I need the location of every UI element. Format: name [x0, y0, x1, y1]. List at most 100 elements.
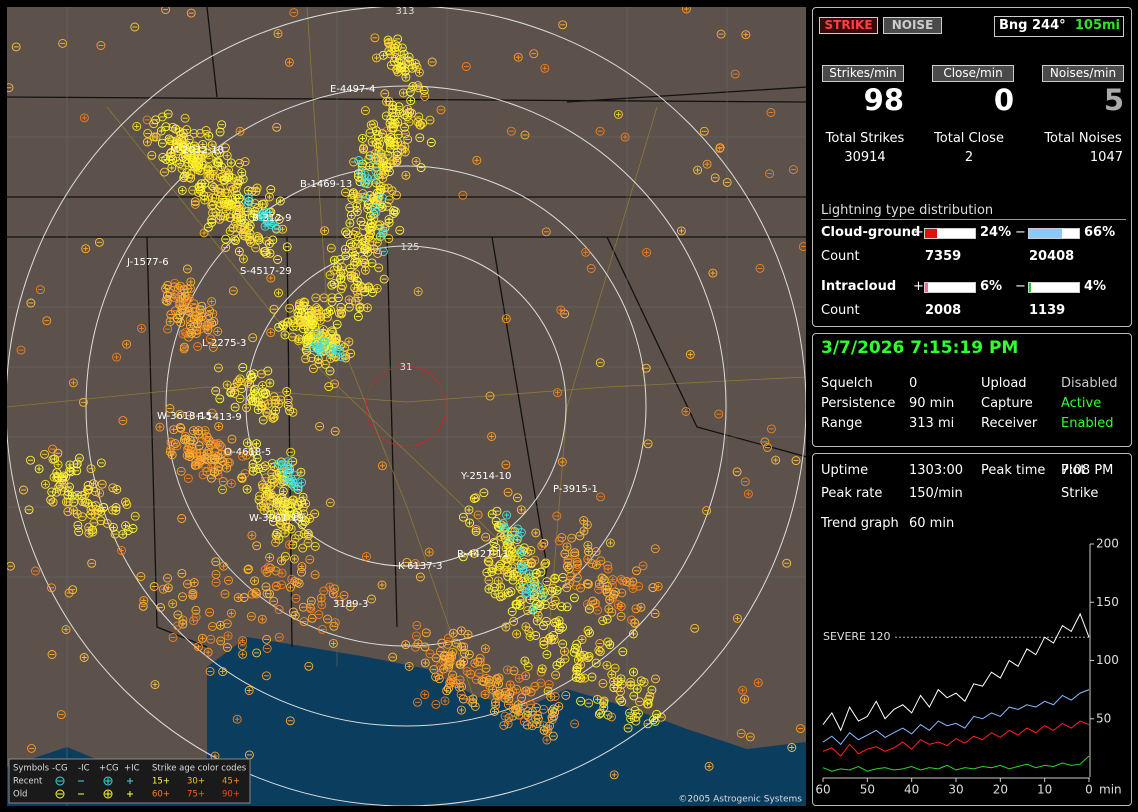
strike-ring: [207, 217, 217, 227]
strike-sign: [268, 275, 274, 281]
strike-symbol: [330, 379, 339, 389]
strike-sign: [415, 289, 421, 295]
strike-symbol: [425, 115, 435, 125]
strike-symbol: [406, 96, 416, 106]
strike-symbol: [180, 113, 190, 123]
strike-ring: [274, 322, 284, 332]
strike-symbol: [685, 350, 695, 359]
strike-symbol: [377, 580, 387, 590]
strike-symbol: [170, 290, 180, 300]
strike-ring: [581, 247, 591, 257]
strike-symbol: [424, 547, 434, 557]
strike-sign: [201, 230, 207, 236]
strike-ring: [741, 30, 751, 40]
strike-symbol: [351, 269, 361, 279]
strike-ring: [473, 510, 483, 520]
strike-ring: [320, 359, 330, 369]
strike-ring: [266, 185, 276, 194]
strike-ring: [301, 316, 311, 326]
strike-ring: [237, 215, 247, 225]
strike-ring: [264, 239, 274, 249]
strike-symbol: [699, 126, 709, 136]
strike-sign: [209, 142, 215, 148]
strike-symbol: [405, 87, 415, 97]
strike-ring: [383, 150, 393, 160]
strike-ring: [365, 128, 375, 138]
strike-symbol: [325, 270, 335, 280]
strike-symbol: [207, 217, 217, 227]
strike-symbol: [334, 308, 344, 318]
strike-symbol: [215, 394, 225, 404]
strike-sign: [408, 98, 414, 104]
strike-symbol: [704, 761, 714, 771]
strike-ring: [392, 190, 401, 200]
strike-symbol: [373, 153, 383, 163]
strike-sign: [218, 622, 223, 628]
strike-ring: [295, 299, 304, 309]
strike-symbol: [183, 474, 193, 483]
strike-sign: [266, 194, 272, 200]
strike-ring: [208, 208, 218, 218]
strike-ring: [190, 197, 200, 207]
strike-ring: [163, 324, 173, 334]
strike-symbol: [238, 254, 248, 264]
strike-symbol: [366, 228, 376, 238]
strike-symbol: [400, 129, 410, 139]
strike-symbol: [7, 561, 15, 571]
strike-symbol: [353, 293, 363, 302]
strike-ring: [178, 128, 188, 138]
strike-sign: [211, 185, 217, 190]
strike-symbol: [386, 123, 396, 133]
strike-ring: [160, 167, 169, 177]
strike-ring: [183, 474, 193, 483]
strike-symbol: [377, 461, 387, 471]
strike-ring: [766, 424, 776, 434]
strike-ring: [314, 359, 324, 368]
strike-symbol: [189, 299, 199, 309]
strike-ring: [234, 376, 244, 386]
strike-ring: [269, 304, 279, 314]
strike-ring: [613, 109, 623, 119]
strike-ring: [336, 268, 346, 278]
strike-symbol: [27, 743, 36, 753]
strike-symbol: [35, 285, 45, 295]
strike-ring: [379, 274, 389, 284]
strike-symbol: [402, 557, 412, 567]
strike-symbol: [416, 163, 426, 173]
strike-ring: [265, 248, 275, 258]
strike-symbol: [230, 217, 240, 227]
strike-symbol: [242, 403, 251, 413]
strike-symbol: [506, 126, 516, 136]
strike-ring: [732, 613, 742, 623]
strike-symbol: [248, 333, 258, 343]
strike-ring: [195, 305, 205, 315]
strike-symbol: [168, 122, 178, 132]
strike-sign: [503, 316, 509, 322]
strike-symbol: [263, 399, 273, 409]
strike-symbol: [248, 391, 258, 401]
strike-ring: [690, 623, 700, 633]
strike-ring: [193, 342, 203, 351]
strike-sign: [412, 561, 418, 566]
strike-ring: [176, 281, 185, 291]
strike-ring: [288, 407, 298, 417]
strike-ring: [351, 226, 361, 236]
strike-ring: [378, 163, 388, 173]
strike-sign: [379, 463, 385, 469]
map: E-4497-4M-2032-10B-1469-13B-312-9J-1577-…: [7, 7, 806, 806]
strike-symbol: [760, 437, 770, 447]
strike-ring: [162, 296, 172, 306]
strike-ring: [745, 732, 755, 742]
strike-ring: [285, 716, 295, 726]
strike-symbol: [315, 315, 325, 325]
strike-symbol: [326, 353, 336, 363]
strike-ring: [516, 505, 526, 515]
strike-sign: [240, 256, 246, 262]
strike-sign: [284, 389, 290, 394]
strike-symbol: [382, 201, 392, 211]
strike-symbol: [262, 236, 272, 246]
strike-ring: [362, 303, 372, 313]
strike-symbol: [367, 237, 377, 247]
strike-ring: [348, 248, 358, 257]
strike-ring: [187, 328, 197, 338]
